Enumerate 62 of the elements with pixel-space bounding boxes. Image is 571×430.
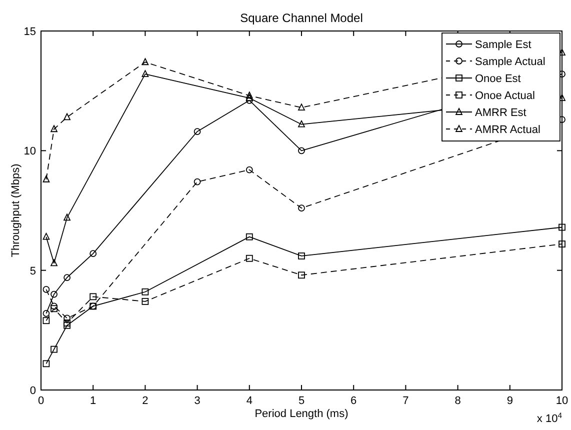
point [64, 113, 70, 120]
point [298, 147, 305, 154]
legend-label: AMRR Est [475, 107, 526, 119]
y-tick-label: 15 [24, 26, 36, 38]
x-tick-label: 3 [194, 395, 200, 407]
x-tick-label: 10 [556, 395, 568, 407]
legend-label: Onoe Est [475, 73, 521, 85]
point [194, 128, 201, 135]
point [246, 233, 253, 240]
point [50, 305, 58, 312]
point [42, 232, 50, 240]
legend-label: Onoe Actual [475, 90, 535, 102]
point [558, 224, 566, 231]
point [246, 254, 253, 262]
chart-title: Square Channel Model [240, 11, 363, 25]
point [142, 70, 149, 78]
point [246, 166, 253, 174]
point [50, 125, 58, 132]
point [298, 120, 305, 128]
point [64, 214, 70, 221]
x-axis-title: Period Length (ms) [254, 408, 348, 420]
point [558, 240, 566, 248]
x-tick-label: 7 [402, 395, 409, 407]
text: x 10$^{4}$ [536, 410, 563, 425]
point [50, 290, 58, 298]
point [298, 272, 305, 279]
y-tick-label: 5 [30, 265, 36, 278]
x-tick-label: 2 [142, 395, 148, 407]
x-tick-label: 4 [246, 395, 252, 407]
point [42, 310, 50, 317]
point [64, 322, 70, 329]
point [298, 252, 305, 260]
legend-label: Sample Est [475, 39, 532, 51]
y-tick-label: 0 [30, 385, 36, 397]
point [42, 286, 50, 293]
y-axis-title: Throughput (Mbps) [10, 164, 22, 258]
legend-label: AMRR Actual [475, 124, 540, 136]
point [194, 178, 201, 186]
y-tick-label: 10 [24, 146, 36, 158]
point [90, 293, 97, 300]
x-tick-label: 6 [350, 395, 357, 407]
point [42, 317, 50, 324]
point [142, 58, 149, 66]
legend-label: Sample Actual [475, 56, 546, 68]
point [142, 288, 149, 296]
point [50, 302, 58, 310]
point [50, 259, 58, 266]
point [64, 314, 70, 322]
point [42, 360, 50, 368]
point [64, 274, 70, 281]
point [246, 92, 253, 99]
x-tick-label: 5 [298, 395, 305, 407]
point [142, 298, 149, 305]
point [50, 346, 58, 353]
x-tick-label: 8 [454, 395, 461, 407]
point [298, 104, 305, 111]
point [42, 175, 50, 182]
x-tick-label: 0 [38, 395, 44, 407]
x-tick-label: 9 [506, 395, 513, 407]
point [298, 204, 305, 212]
point [90, 250, 97, 258]
x-tick-label: 1 [90, 395, 96, 407]
